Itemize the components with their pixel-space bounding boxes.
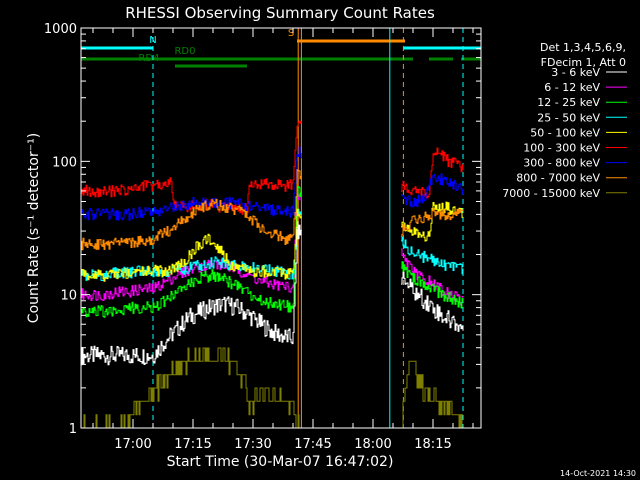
legend-entry-label: 6 - 12 keV xyxy=(544,81,600,94)
x-tick-label: 18:15 xyxy=(414,437,451,452)
series-line xyxy=(81,120,302,215)
legend-entry-label: 3 - 6 keV xyxy=(551,66,600,79)
series-line xyxy=(401,236,464,275)
series-300-800-kev xyxy=(81,146,464,221)
y-tick-label: 1000 xyxy=(44,22,77,37)
series-line xyxy=(401,147,464,199)
series-line xyxy=(401,208,464,237)
legend-header: FDecim 1, Att 0 xyxy=(541,56,626,69)
series-line xyxy=(81,221,302,366)
series-line xyxy=(81,186,302,318)
legend-entry-label: 7000 - 15000 keV xyxy=(502,187,600,200)
series-line xyxy=(401,261,464,309)
legend-header: Det 1,3,4,5,6,9, xyxy=(540,41,626,54)
series-100-300-kev xyxy=(81,120,464,215)
flag-rd4-label: RD4 xyxy=(138,53,159,64)
x-tick-label: 18:00 xyxy=(354,437,391,452)
series-line xyxy=(401,268,464,332)
x-tick-label: 17:15 xyxy=(174,437,211,452)
legend-entry-label: 50 - 100 keV xyxy=(530,126,600,139)
legend-entry-label: 100 - 300 keV xyxy=(523,142,600,155)
footer-date: 14-Oct-2021 14:30 xyxy=(560,469,636,478)
series-line xyxy=(401,360,463,429)
flag-rd0-label: RD0 xyxy=(174,46,195,57)
y-axis-label: Count Rate (s⁻¹ detector⁻¹) xyxy=(26,133,42,323)
legend-entry-label: 12 - 25 keV xyxy=(537,96,600,109)
series-line xyxy=(81,208,302,281)
flag-s-label: S xyxy=(288,28,294,39)
legend-entry-label: 25 - 50 keV xyxy=(537,111,600,124)
series-3-6-kev xyxy=(81,221,464,366)
legend: Det 1,3,4,5,6,9, FDecim 1, Att 03 - 6 keV… xyxy=(502,41,627,200)
x-tick-label: 17:45 xyxy=(294,437,331,452)
series-800-7000-kev xyxy=(81,169,464,251)
chart-title: RHESSI Observing Summary Count Rates xyxy=(125,4,435,22)
x-axis-label: Start Time (30-Mar-07 16:47:02) xyxy=(167,454,394,470)
y-tick-label: 100 xyxy=(52,155,77,170)
series-line xyxy=(81,146,302,221)
series-line xyxy=(81,208,302,282)
x-tick-label: 17:00 xyxy=(114,437,151,452)
series-line xyxy=(81,169,302,251)
y-tick-label: 10 xyxy=(60,289,77,304)
plot-frame xyxy=(80,27,482,429)
legend-entry-label: 300 - 800 keV xyxy=(523,157,600,170)
series-25-50-kev xyxy=(81,208,464,281)
series-12-25-kev xyxy=(81,186,464,318)
y-tick-label: 1 xyxy=(69,422,77,437)
series-layer xyxy=(81,120,464,429)
legend-entry-label: 800 - 7000 keV xyxy=(516,172,600,185)
series-50-100-kev xyxy=(81,201,464,282)
axes-layer: 1 10 100 1000 17:00 17:15 17:30 17:45 18:00 18:15 xyxy=(44,22,481,452)
series-line xyxy=(401,173,464,208)
series-line xyxy=(401,201,464,242)
x-tick-label: 17:30 xyxy=(234,437,271,452)
